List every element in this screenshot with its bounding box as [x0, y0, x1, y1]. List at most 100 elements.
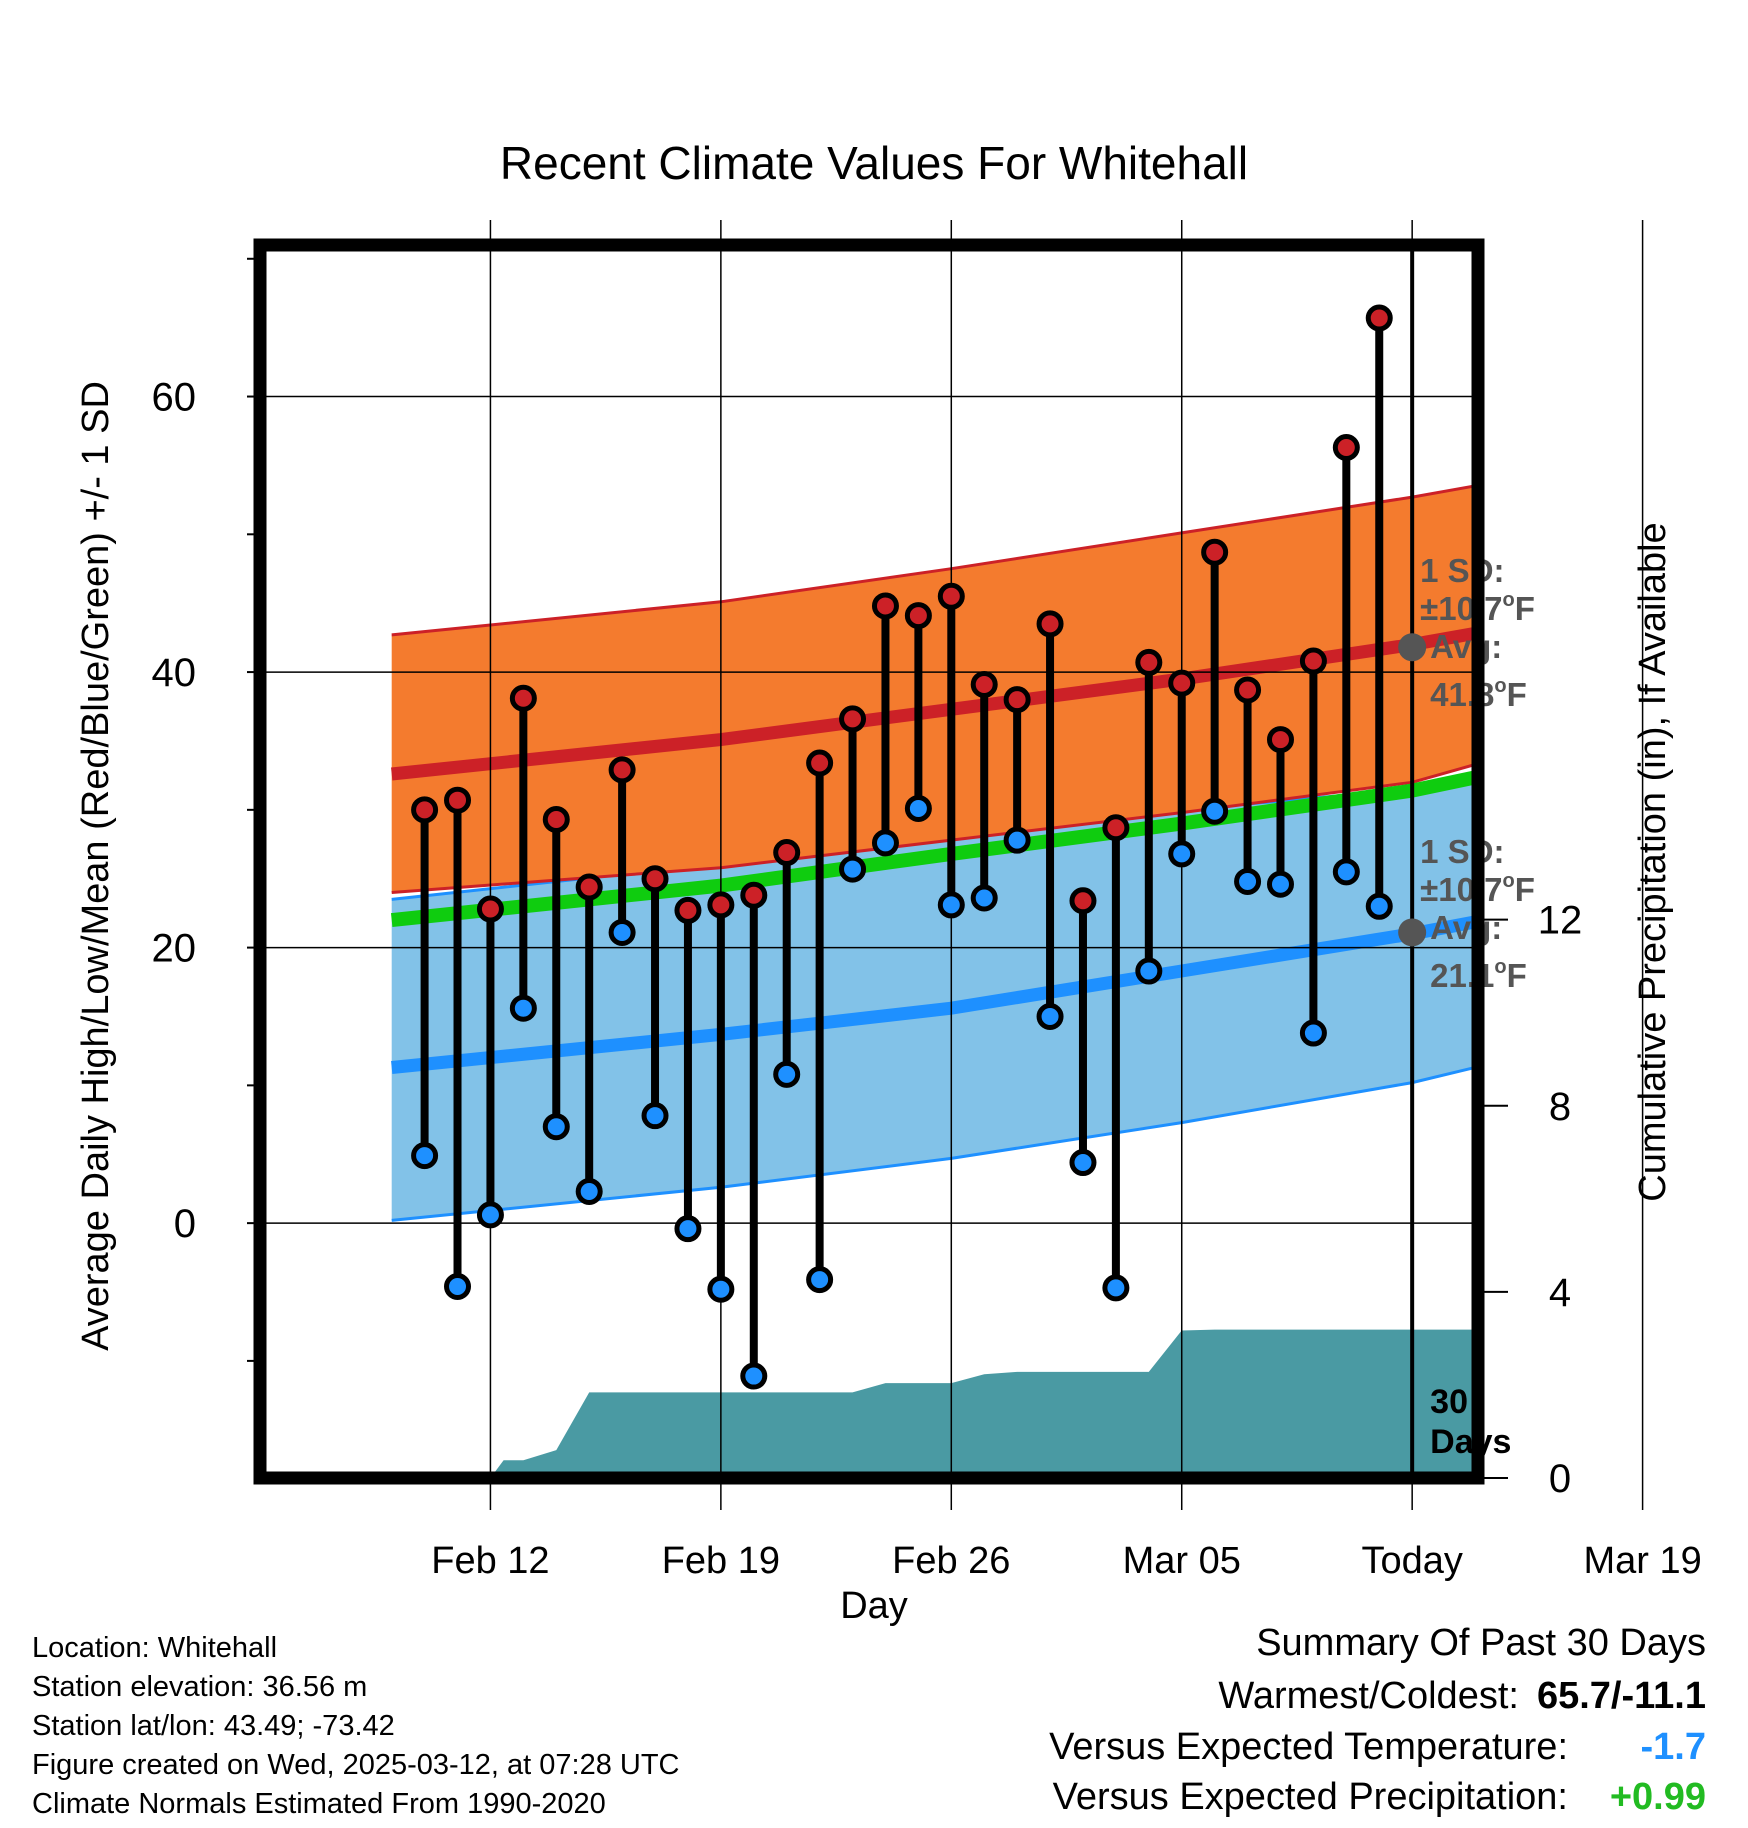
- daily-low-point: [1036, 1002, 1064, 1030]
- high-sd-band: [391, 485, 1478, 893]
- x-tick-label: Today: [1361, 1540, 1462, 1582]
- daily-high-point: [1266, 726, 1294, 754]
- daily-high-point: [1003, 686, 1031, 714]
- daily-high-point: [1332, 434, 1360, 462]
- daily-high-point: [839, 705, 867, 733]
- daily-low-point: [542, 1113, 570, 1141]
- daily-high-point: [509, 684, 537, 712]
- daily-low-point: [575, 1177, 603, 1205]
- summary-precip-row: Versus Expected Precipitation: +0.99: [1053, 1776, 1706, 1819]
- footer-location: Location: Whitehall: [32, 1632, 278, 1664]
- daily-high-point: [542, 805, 570, 833]
- daily-low-point: [839, 855, 867, 883]
- daily-low-point: [1234, 867, 1262, 895]
- daily-low-point: [1266, 870, 1294, 898]
- y-tick-label: 40: [152, 651, 197, 695]
- summary-warm-cold-row: Warmest/Coldest: 65.7/-11.1: [1218, 1675, 1706, 1718]
- daily-high-point: [444, 786, 472, 814]
- daily-high-point: [1135, 648, 1163, 676]
- daily-high-point: [740, 881, 768, 909]
- daily-low-point: [509, 994, 537, 1022]
- daily-high-point: [871, 592, 899, 620]
- y2-tick-label: 0: [1549, 1457, 1571, 1501]
- y-axis-label: Average Daily High/Low/Mean (Red/Blue/Gr…: [75, 381, 117, 1351]
- daily-low-point: [707, 1275, 735, 1303]
- daily-high-point: [1299, 647, 1327, 675]
- daily-low-point: [641, 1102, 669, 1130]
- high-avg-marker: [1398, 633, 1427, 662]
- x-tick-label: Feb 26: [892, 1540, 1010, 1582]
- y-tick-label: 20: [152, 927, 197, 971]
- daily-low-point: [444, 1273, 472, 1301]
- y2-axis-label: Cumulative Precipitation (in), If Availa…: [1632, 522, 1674, 1201]
- daily-low-point: [904, 794, 932, 822]
- y2-tick-label: 8: [1549, 1085, 1571, 1129]
- daily-low-point: [476, 1201, 504, 1229]
- daily-high-point: [904, 602, 932, 630]
- high-sd-value: ±10.7oF: [1420, 589, 1535, 627]
- daily-low-point: [1332, 858, 1360, 886]
- high-sd-label: 1 SD:: [1420, 552, 1504, 589]
- daily-high-point: [806, 749, 834, 777]
- daily-low-point: [1365, 892, 1393, 920]
- low-sd-value: ±10.7oF: [1420, 870, 1535, 908]
- x-tick-label: Feb 12: [431, 1540, 549, 1582]
- x-axis-label: Day: [840, 1585, 908, 1627]
- daily-low-point: [937, 891, 965, 919]
- footer-normals: Climate Normals Estimated From 1990-2020: [32, 1788, 606, 1820]
- low-sd-label: 1 SD:: [1420, 833, 1504, 870]
- summary-title: Summary Of Past 30 Days: [1256, 1622, 1706, 1664]
- daily-high-point: [1069, 887, 1097, 915]
- daily-low-point: [1299, 1019, 1327, 1047]
- daily-high-point: [1102, 814, 1130, 842]
- daily-low-point: [1135, 957, 1163, 985]
- daily-low-point: [773, 1060, 801, 1088]
- daily-high-point: [1201, 538, 1229, 566]
- daily-low-point: [1102, 1274, 1130, 1302]
- summary-temp-label: Versus Expected Temperature:: [1049, 1726, 1568, 1768]
- daily-high-point: [641, 865, 669, 893]
- daily-low-point: [806, 1266, 834, 1294]
- daily-low-point: [970, 884, 998, 912]
- days-count-label: 30: [1430, 1383, 1468, 1421]
- summary-warm-cold-label: Warmest/Coldest:: [1218, 1675, 1519, 1717]
- precip-area: [490, 1329, 1478, 1478]
- daily-low-point: [674, 1215, 702, 1243]
- daily-high-point: [970, 670, 998, 698]
- y2-tick-label: 4: [1549, 1271, 1571, 1315]
- summary-temp-value: -1.7: [1640, 1726, 1706, 1768]
- daily-low-point: [411, 1142, 439, 1170]
- daily-low-point: [1069, 1149, 1097, 1177]
- chart-title: Recent Climate Values For Whitehall: [500, 137, 1248, 189]
- daily-high-point: [1365, 304, 1393, 332]
- y-tick-label: 0: [174, 1202, 196, 1246]
- daily-high-point: [608, 756, 636, 784]
- daily-high-point: [411, 796, 439, 824]
- daily-high-point: [674, 896, 702, 924]
- days-word-label: Days: [1430, 1423, 1511, 1461]
- daily-low-point: [1003, 826, 1031, 854]
- footer-created: Figure created on Wed, 2025-03-12, at 07…: [32, 1749, 680, 1781]
- daily-low-point: [608, 918, 636, 946]
- footer-elevation: Station elevation: 36.56 m: [32, 1671, 368, 1703]
- daily-low-point: [740, 1362, 768, 1390]
- summary-precip-value: +0.99: [1609, 1776, 1706, 1818]
- daily-high-point: [476, 895, 504, 923]
- daily-low-point: [1168, 840, 1196, 868]
- summary-precip-label: Versus Expected Precipitation:: [1052, 1776, 1568, 1818]
- y2-tick-label: 12: [1538, 899, 1583, 943]
- summary-temp-row: Versus Expected Temperature: -1.7: [1049, 1726, 1706, 1769]
- summary-warm-cold-value: 65.7/-11.1: [1536, 1675, 1706, 1717]
- footer-latlon: Station lat/lon: 43.49; -73.42: [32, 1710, 395, 1742]
- x-tick-label: Mar 19: [1583, 1540, 1701, 1582]
- x-tick-label: Mar 05: [1123, 1540, 1241, 1582]
- y-tick-label: 60: [152, 376, 197, 420]
- daily-high-point: [1036, 610, 1064, 638]
- high-avg-label: Avg:: [1430, 628, 1502, 665]
- daily-high-point: [575, 873, 603, 901]
- daily-low-point: [871, 829, 899, 857]
- daily-high-point: [707, 891, 735, 919]
- low-avg-marker: [1398, 918, 1427, 947]
- plot-frame: [253, 238, 1485, 1485]
